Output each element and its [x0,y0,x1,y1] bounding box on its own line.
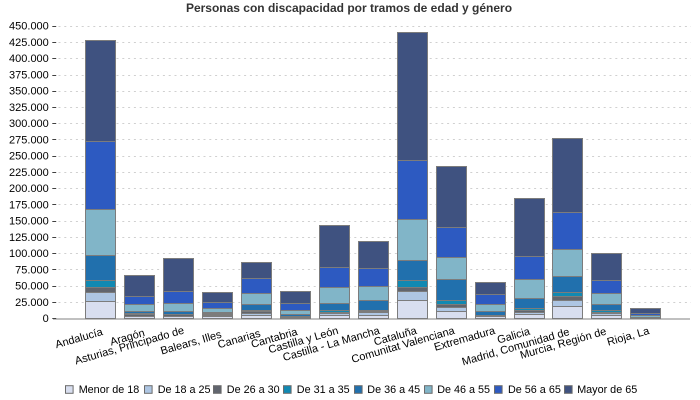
svg-text:De 18 a 25: De 18 a 25 [158,384,211,396]
svg-text:25.000: 25.000 [15,297,49,309]
svg-text:De 26 a 30: De 26 a 30 [227,384,280,396]
svg-text:250.000: 250.000 [9,151,49,163]
svg-text:De 46 a 55: De 46 a 55 [437,384,490,396]
svg-text:125.000: 125.000 [9,232,49,244]
svg-text:200.000: 200.000 [9,183,49,195]
svg-text:375.000: 375.000 [9,69,49,81]
svg-text:50.000: 50.000 [15,281,49,293]
svg-text:Mayor de 65: Mayor de 65 [577,384,637,396]
svg-text:350.000: 350.000 [9,86,49,98]
svg-text:De 56 a 65: De 56 a 65 [508,384,561,396]
svg-text:De 31 a 35: De 31 a 35 [297,384,350,396]
svg-text:Personas con discapacidad por: Personas con discapacidad por tramos de … [186,1,512,15]
svg-text:225.000: 225.000 [9,167,49,179]
svg-text:75.000: 75.000 [15,264,49,276]
svg-text:400.000: 400.000 [9,53,49,65]
svg-text:De 36 a 45: De 36 a 45 [367,384,420,396]
svg-text:425.000: 425.000 [9,37,49,49]
svg-text:0: 0 [43,313,49,325]
svg-text:100.000: 100.000 [9,248,49,260]
svg-text:300.000: 300.000 [9,118,49,130]
svg-text:175.000: 175.000 [9,199,49,211]
svg-text:Menor de 18: Menor de 18 [79,384,140,396]
svg-text:450.000: 450.000 [9,21,49,33]
svg-text:275.000: 275.000 [9,134,49,146]
svg-text:325.000: 325.000 [9,102,49,114]
svg-text:150.000: 150.000 [9,216,49,228]
